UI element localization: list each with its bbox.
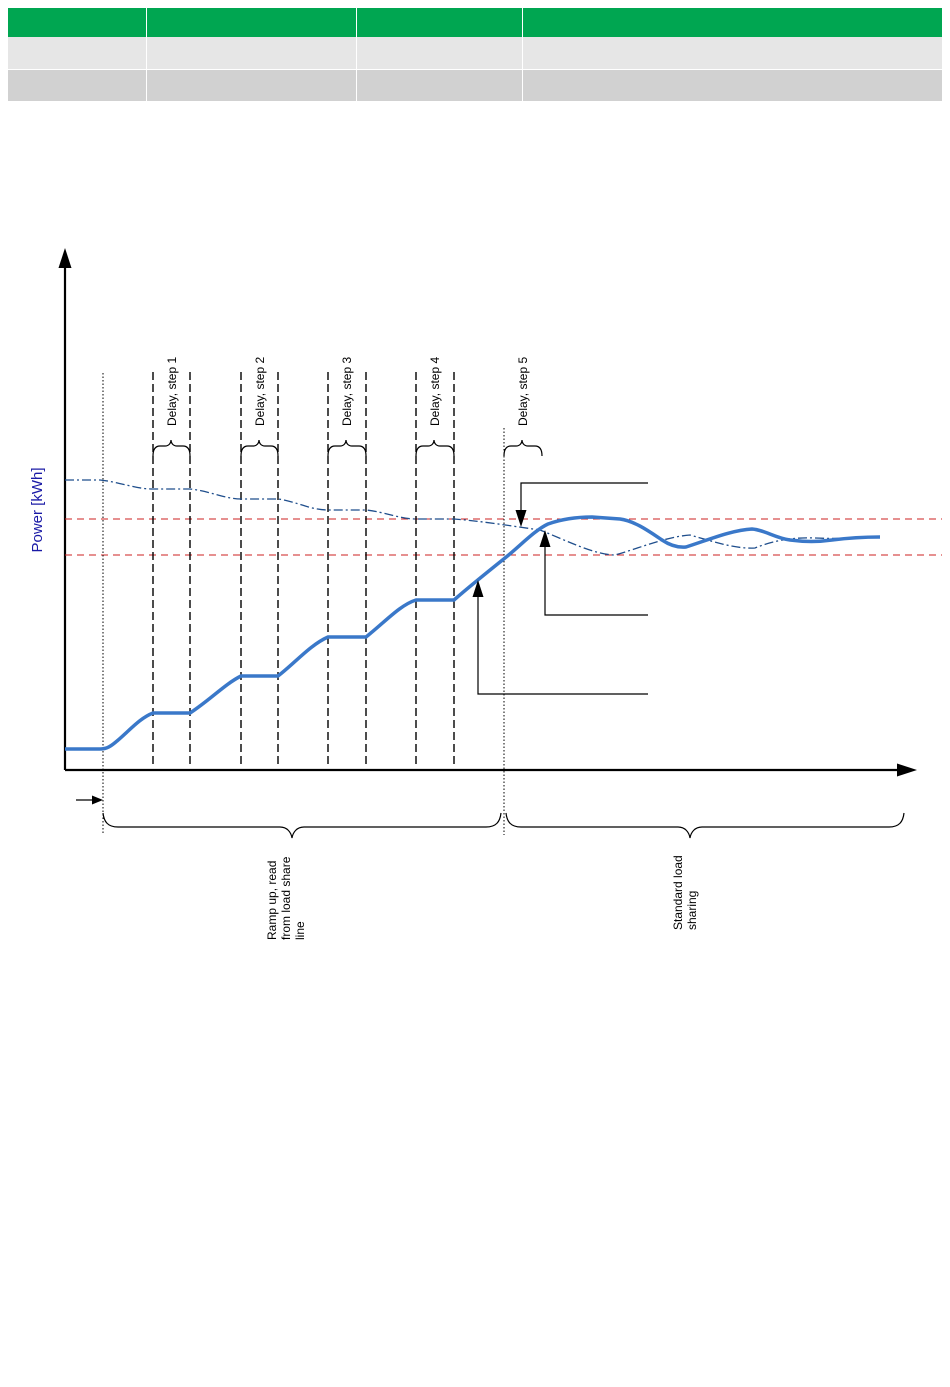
table-cell — [146, 37, 357, 70]
table-cell — [8, 69, 147, 101]
table-cell — [522, 37, 942, 70]
label-line: Ramp up, read — [265, 861, 279, 940]
table-cell — [522, 69, 942, 101]
step-label: Delay, step 1 — [165, 357, 179, 426]
table-row — [8, 69, 942, 101]
table-row — [8, 37, 942, 70]
leader-arrow-icon — [515, 510, 527, 527]
label-line: Standard load — [671, 855, 685, 930]
table-header-cell — [522, 8, 942, 37]
label-line: from load share — [279, 856, 293, 940]
y-axis-arrow-icon — [58, 248, 72, 268]
ramp-phase-label: Ramp up, readfrom load shareline — [265, 856, 307, 940]
table-cell — [356, 37, 523, 70]
table-header-cell — [356, 8, 523, 37]
step-label: Delay, step 3 — [340, 357, 354, 426]
table-cell — [146, 69, 357, 101]
table-cell — [356, 69, 523, 101]
table-header-cell — [146, 8, 357, 37]
load-share-line — [65, 479, 881, 556]
table-header-cell — [8, 8, 147, 37]
leader-arrow-icon — [539, 530, 551, 547]
label-line: sharing — [685, 891, 699, 930]
table-header-row — [8, 8, 942, 37]
ramp-phase-brace — [102, 812, 502, 839]
step-label: Delay, step 4 — [428, 357, 442, 426]
standard-phase-label: Standard loadsharing — [671, 855, 699, 930]
leader-arrow-icon — [472, 580, 484, 597]
generator-power-curve — [65, 515, 881, 751]
x-axis-arrow-icon — [897, 763, 917, 777]
standard-phase-brace — [505, 812, 905, 839]
step-label: Delay, step 5 — [516, 357, 530, 426]
annotation-leaders — [477, 482, 648, 695]
table-cell — [8, 37, 147, 70]
delay-step-lines — [152, 372, 455, 767]
step-braces — [152, 439, 543, 457]
start-arrow-icon — [92, 795, 103, 805]
step-label: Delay, step 2 — [253, 357, 267, 426]
header-table — [8, 8, 942, 101]
y-axis-label: Power [kWh] — [29, 467, 46, 552]
label-line: line — [293, 921, 307, 940]
